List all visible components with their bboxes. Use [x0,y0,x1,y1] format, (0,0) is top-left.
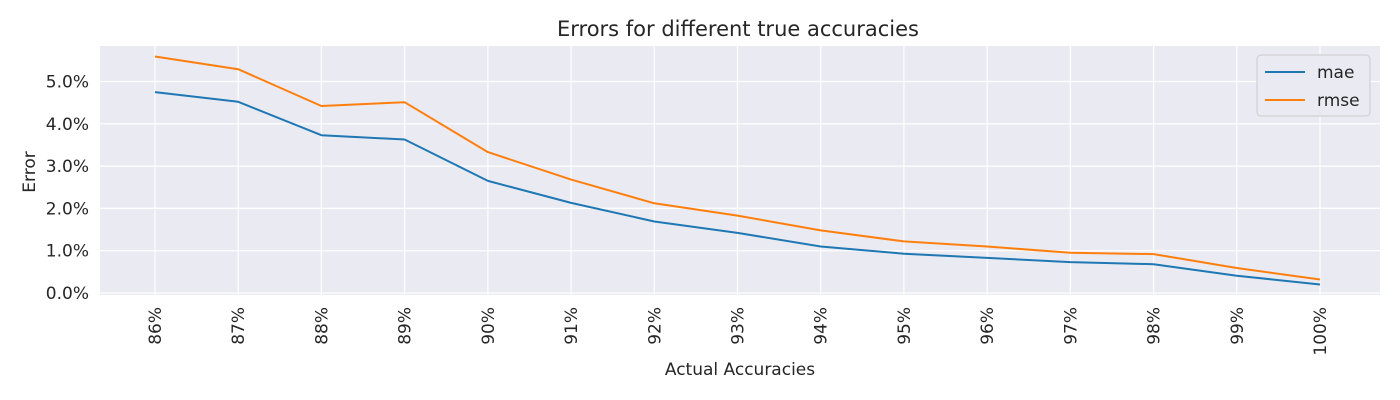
x-tick-label: 100% [1311,307,1331,356]
x-tick-label: 97% [1061,307,1081,345]
x-tick-label: 87% [229,307,249,345]
series-lines [154,55,1321,286]
y-tick-label: 1.0% [46,242,89,262]
x-tick-label: 89% [396,307,416,345]
x-tick-label: 98% [1145,307,1165,345]
x-tick-label: 96% [978,307,998,345]
x-tick-label: 86% [146,307,166,345]
y-tick-label: 2.0% [46,199,89,219]
x-axis-label: Actual Accuracies [665,360,815,380]
y-tick-label: 0.0% [46,284,89,304]
gridlines [100,46,1380,295]
x-tick-label: 93% [729,307,749,345]
x-tick-label: 99% [1228,307,1248,345]
chart-title: Errors for different true accuracies [557,17,919,41]
y-tick-labels: 0.0% 1.0% 2.0% 3.0% 4.0% 5.0% [46,73,89,305]
series-line-mae [154,91,1321,286]
y-tick-label: 3.0% [46,157,89,177]
x-tick-label: 91% [562,307,582,345]
plot-area [100,46,1380,295]
x-tick-labels: 86% 87% 88% 89% 90% 91% 92% 93% 94% 95% 96% 97% 98% 9… [146,307,1331,356]
series-line-rmse [154,55,1321,281]
legend: mae rmse [1256,54,1371,117]
x-tick-label: 95% [895,307,915,345]
x-tick-label: 88% [312,307,332,345]
x-tick-label: 92% [645,307,665,345]
x-tick-label: 94% [812,307,832,345]
y-axis-label: Error [20,151,40,192]
x-tick-label: 90% [479,307,499,345]
y-tick-label: 4.0% [46,115,89,135]
legend-label-rmse: rmse [1317,91,1360,111]
y-tick-label: 5.0% [46,73,89,93]
legend-label-mae: mae [1317,63,1354,83]
